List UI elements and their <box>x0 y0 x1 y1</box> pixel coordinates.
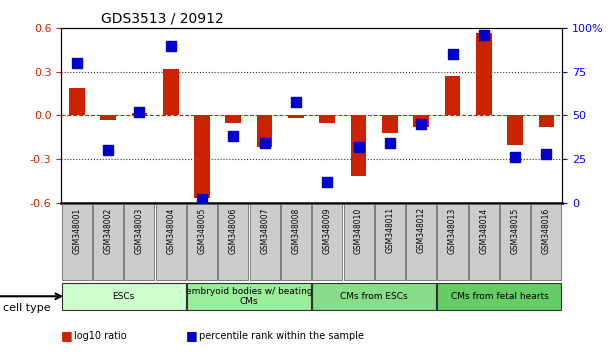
Bar <box>100 115 116 120</box>
Text: GSM348004: GSM348004 <box>166 207 175 254</box>
Text: GSM348002: GSM348002 <box>104 207 112 253</box>
Point <box>323 179 332 184</box>
Text: GSM348001: GSM348001 <box>72 207 81 253</box>
Point <box>448 52 458 57</box>
Text: GSM348005: GSM348005 <box>197 207 207 254</box>
Bar <box>476 33 492 115</box>
Bar <box>312 204 342 280</box>
Bar <box>281 204 311 280</box>
Bar <box>437 283 562 310</box>
Text: ■: ■ <box>186 330 198 342</box>
Bar <box>187 283 311 310</box>
Point <box>197 196 207 202</box>
Bar <box>194 115 210 198</box>
Point <box>166 43 175 48</box>
Text: cell type: cell type <box>3 303 51 313</box>
Bar <box>163 69 178 115</box>
Text: GSM348013: GSM348013 <box>448 207 457 253</box>
Text: GSM348016: GSM348016 <box>542 207 551 253</box>
Point <box>291 99 301 104</box>
Text: GSM348003: GSM348003 <box>135 207 144 254</box>
Text: CMs from ESCs: CMs from ESCs <box>340 292 408 301</box>
Text: GSM348006: GSM348006 <box>229 207 238 254</box>
Bar <box>406 204 436 280</box>
Bar <box>437 204 467 280</box>
Bar <box>156 204 186 280</box>
Bar <box>218 204 248 280</box>
Bar <box>445 76 460 115</box>
Bar <box>500 204 530 280</box>
Bar <box>250 204 280 280</box>
Bar <box>312 283 436 310</box>
Text: GSM348011: GSM348011 <box>386 207 394 253</box>
Bar <box>351 115 367 176</box>
Bar <box>93 204 123 280</box>
Point <box>541 151 551 156</box>
Text: log10 ratio: log10 ratio <box>74 331 126 341</box>
Point <box>260 141 269 146</box>
Bar <box>257 115 273 147</box>
Bar <box>507 115 523 144</box>
Point <box>103 148 113 153</box>
Bar <box>125 204 155 280</box>
Point <box>134 109 144 115</box>
Bar <box>532 204 562 280</box>
Bar <box>343 204 373 280</box>
Text: ESCs: ESCs <box>112 292 135 301</box>
Point <box>416 121 426 127</box>
Text: embryoid bodies w/ beating
CMs: embryoid bodies w/ beating CMs <box>186 287 312 306</box>
Bar <box>69 88 84 115</box>
Bar <box>469 204 499 280</box>
Point <box>229 133 238 139</box>
Point <box>72 60 82 66</box>
Bar <box>62 204 92 280</box>
Text: GSM348012: GSM348012 <box>417 207 426 253</box>
Bar <box>382 115 398 133</box>
Bar <box>187 204 217 280</box>
Point <box>354 144 364 150</box>
Point <box>479 33 489 38</box>
Bar <box>225 115 241 123</box>
Bar <box>375 204 405 280</box>
Bar <box>539 115 554 127</box>
Text: ■: ■ <box>61 330 73 342</box>
Text: GSM348010: GSM348010 <box>354 207 363 253</box>
Bar <box>320 115 335 123</box>
Point <box>510 154 520 160</box>
Text: CMs from fetal hearts: CMs from fetal hearts <box>451 292 548 301</box>
Bar <box>62 283 186 310</box>
Text: GDS3513 / 20912: GDS3513 / 20912 <box>101 12 224 26</box>
Bar <box>131 113 147 115</box>
Bar <box>414 115 429 127</box>
Point <box>385 141 395 146</box>
Text: GSM348014: GSM348014 <box>480 207 488 253</box>
Text: GSM348015: GSM348015 <box>511 207 519 253</box>
Text: GSM348007: GSM348007 <box>260 207 269 254</box>
Text: GSM348008: GSM348008 <box>291 207 301 253</box>
Text: percentile rank within the sample: percentile rank within the sample <box>199 331 364 341</box>
Bar <box>288 115 304 118</box>
Text: GSM348009: GSM348009 <box>323 207 332 254</box>
